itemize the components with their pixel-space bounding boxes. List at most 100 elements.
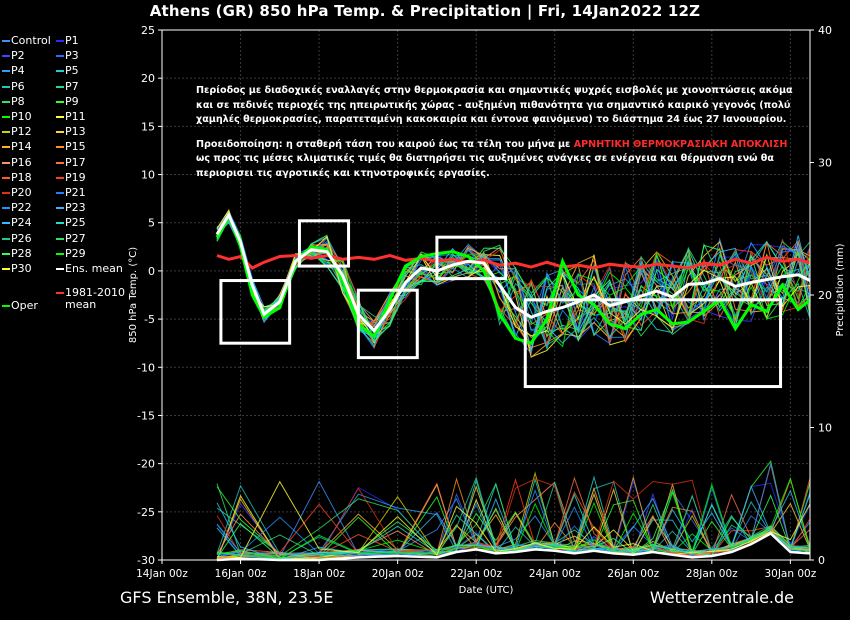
y2-tick-label: 20 [818,289,832,302]
annotation-boxes [219,219,783,389]
y2-tick-label: 10 [818,422,832,435]
legend-swatch [2,40,10,42]
legend-item: P7 [56,80,79,93]
annotation-box [523,298,783,389]
legend-swatch [56,85,64,88]
legend-label: P11 [65,110,86,123]
legend-swatch [56,146,64,149]
annotation-paragraph-2-start: Προειδοποίηση: η σταθερή τάση του καιρού… [196,138,574,150]
legend-item: P20 [2,186,32,199]
model-source-label: GFS Ensemble, 38N, 23.5E [120,588,334,607]
legend-item: P1 [56,34,79,47]
member-precip-line [216,476,811,560]
legend-swatch [56,116,64,118]
legend-item: P13 [56,125,86,138]
legend-label: P5 [65,64,79,78]
y-tick-label: -30 [137,554,155,567]
legend-label: P13 [65,125,86,139]
legend-label: P21 [65,186,86,199]
legend-label: P9 [65,94,79,108]
precipitation-lines [216,460,811,562]
y-tick-label: 10 [141,169,155,182]
legend-item: P30 [2,262,32,275]
legend-label: P27 [65,231,86,245]
legend-label: P24 [11,216,32,230]
legend-item: P26 [2,232,32,245]
legend-label: P17 [65,155,86,169]
legend-label: P8 [11,94,25,108]
annotation-text: Περίοδος με διαδοχικές εναλλαγές στην θε… [196,84,794,191]
annotation-paragraph-2-end: ως προς τις μέσες κλιματικές τιμές θα δι… [196,153,774,179]
legend-label: mean [65,298,97,311]
legend-swatch [56,161,64,164]
legend-item: P23 [56,201,86,214]
legend-item: P6 [2,80,25,93]
legend-swatch [2,55,10,58]
legend-swatch [2,207,10,210]
legend-item-climatology: 1981-2010 mean [56,287,125,313]
legend-swatch [2,252,10,255]
annotation-highlight: ΑΡΝΗΤΙΚΗ ΘΕΡΜΟΚΡΑΣΙΑΚΗ ΑΠΟΚΛΙΣΗ [573,138,788,150]
legend-item: P2 [2,49,25,62]
legend-swatch [56,100,64,103]
legend-label: Oper [11,299,38,312]
legend-label: Control [11,34,51,47]
legend-label: P30 [11,262,32,275]
member-precip-line [216,482,811,557]
x-tick-label: 28Jan 00z [686,568,738,580]
legend-swatch [2,176,10,179]
legend-item: P28 [2,247,32,260]
legend-label: P2 [11,49,25,63]
legend-label: P20 [11,186,32,199]
y-tick-label: 5 [148,217,155,230]
legend-item: P27 [56,232,86,245]
legend-swatch [2,222,10,225]
legend-swatch [2,100,10,103]
legend-label: P26 [11,231,32,245]
legend-item: Control [2,34,51,47]
legend-swatch [56,207,64,210]
legend-item: P12 [2,125,32,138]
ensemble-member-line [216,209,811,339]
legend-label: P15 [65,140,86,154]
legend-swatch [56,237,64,240]
legend-swatch [2,161,10,164]
legend-item: P17 [56,156,86,169]
legend-swatch [2,116,10,118]
legend-item: P25 [56,216,86,229]
legend-swatch [2,85,10,88]
legend-swatch [56,70,64,73]
legend-swatch [56,252,64,255]
legend-label: P16 [11,155,32,169]
legend-item: P16 [2,156,32,169]
mean-precip-line [216,531,811,562]
annotation-paragraph-1: Περίοδος με διαδοχικές εναλλαγές στην θε… [196,85,793,125]
legend-swatch [56,222,64,225]
legend-item: P19 [56,171,86,184]
y2-tick-label: 0 [818,554,825,567]
x-axis-ticks: 14Jan 00z 16Jan 00z 18Jan 00z 20Jan 00z 22Ja… [136,560,817,580]
legend-swatch [2,268,10,270]
legend-label: P18 [11,170,32,184]
legend-label: P28 [11,246,32,260]
legend-item: P4 [2,64,25,77]
legend-label: P4 [11,64,25,78]
legend-label: P7 [65,79,79,93]
y-tick-label: -15 [137,409,155,422]
y2-tick-label: 30 [818,157,832,170]
legend-swatch [56,268,64,270]
legend-item-oper: Oper [2,299,38,312]
y-tick-label: 15 [141,120,155,133]
legend-swatch [56,292,64,294]
x-tick-label: 22Jan 00z [450,568,502,580]
y-tick-label: -25 [137,506,155,519]
y-axis-ticks: 25 20 15 10 5 0 -5 -10 -15 -20 -25 -30 [137,24,162,567]
y2-axis-label: Precipitation (mm) [835,243,846,336]
legend-item: P29 [56,247,86,260]
legend-label: 1981-2010 [65,286,125,299]
y-tick-label: -10 [137,361,155,374]
annotation-box [356,288,419,360]
legend-swatch [56,55,64,58]
legend-label: P14 [11,140,32,154]
